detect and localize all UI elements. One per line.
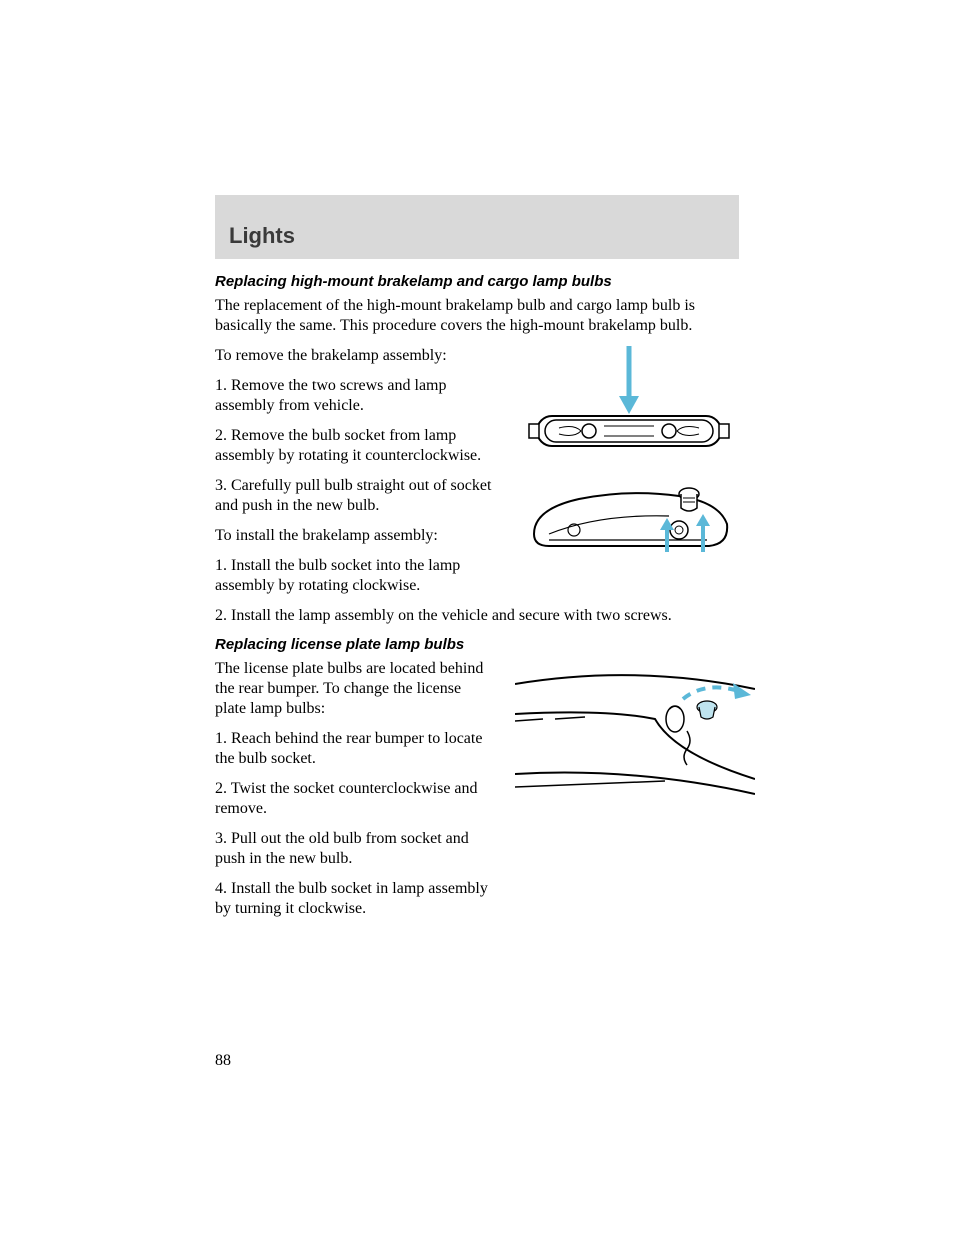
- figure-brakelamp-top: [519, 346, 739, 456]
- install-step-1: 1. Install the bulb socket into the lamp…: [215, 556, 495, 596]
- section2-step-4: 4. Install the bulb socket in lamp assem…: [215, 879, 495, 919]
- figure-license-plate: [515, 659, 755, 799]
- section1-heading: Replacing high-mount brakelamp and cargo…: [215, 273, 739, 290]
- section2-intro: The license plate bulbs are located behi…: [215, 659, 495, 719]
- figure-brakelamp-socket: [519, 474, 739, 564]
- section1-row1: To remove the brakelamp assembly: 1. Rem…: [215, 346, 739, 606]
- page-number: 88: [215, 1052, 231, 1070]
- section2-row: The license plate bulbs are located behi…: [215, 659, 739, 929]
- section1-intro: The replacement of the high-mount brakel…: [215, 296, 739, 336]
- section1-remove-col: To remove the brakelamp assembly: 1. Rem…: [215, 346, 495, 606]
- section2-step-2: 2. Twist the socket counterclockwise and…: [215, 779, 495, 819]
- section2-step-1: 1. Reach behind the rear bumper to locat…: [215, 729, 495, 769]
- page: Lights Replacing high-mount brakelamp an…: [0, 0, 954, 1235]
- section2-step-3: 3. Pull out the old bulb from socket and…: [215, 829, 495, 869]
- section2-text-col: The license plate bulbs are located behi…: [215, 659, 495, 929]
- remove-step-2: 2. Remove the bulb socket from lamp asse…: [215, 426, 495, 466]
- remove-step-1: 1. Remove the two screws and lamp assemb…: [215, 376, 495, 416]
- page-title: Lights: [229, 223, 739, 249]
- install-step-2: 2. Install the lamp assembly on the vehi…: [215, 606, 739, 626]
- remove-step-3: 3. Carefully pull bulb straight out of s…: [215, 476, 495, 516]
- section1-figs: [515, 346, 739, 564]
- remove-title: To remove the brakelamp assembly:: [215, 346, 495, 366]
- section2-heading: Replacing license plate lamp bulbs: [215, 636, 739, 653]
- section2-fig-col: [515, 659, 755, 799]
- install-title: To install the brakelamp assembly:: [215, 526, 495, 546]
- header-band: Lights: [215, 195, 739, 259]
